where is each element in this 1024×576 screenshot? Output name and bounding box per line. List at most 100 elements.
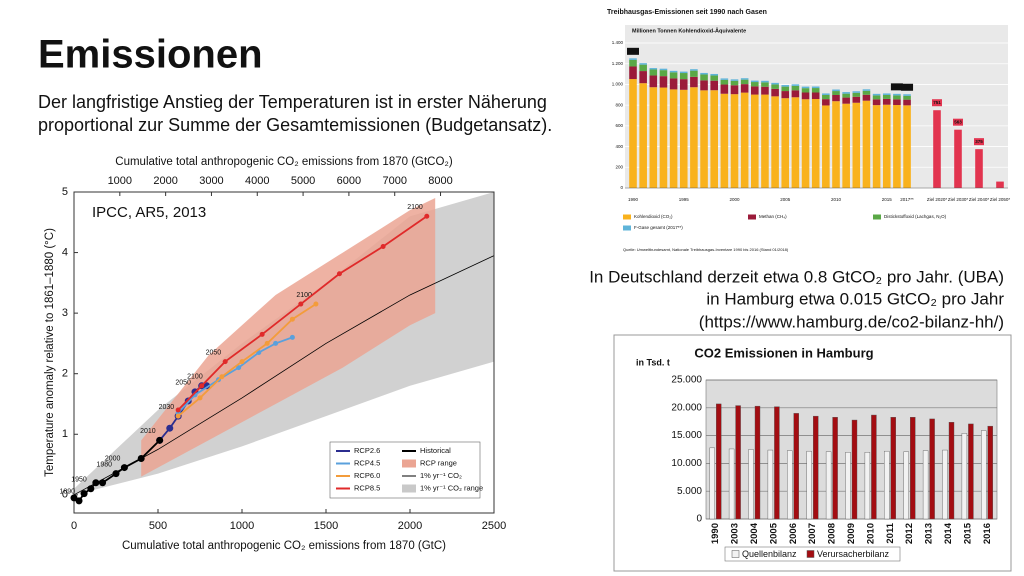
source: Quelle: Umweltbundesamt, Nationale Treib… (623, 247, 789, 252)
bar (968, 423, 974, 520)
bar (813, 415, 819, 520)
legend-label: Quellenbilanz (742, 549, 797, 559)
bar-segment (700, 80, 708, 91)
bar-segment (761, 86, 769, 95)
bar (987, 425, 993, 520)
bar-segment (679, 73, 688, 80)
bar (735, 405, 741, 520)
plot-area (705, 379, 998, 520)
legend-label: RCP2.6 (354, 446, 380, 455)
legend-label: 1% yr⁻¹ CO₂ range (420, 483, 483, 492)
bar-segment (852, 91, 861, 93)
x-tick-label: 2008 (827, 523, 838, 544)
bar-segment (903, 94, 911, 96)
data-point (289, 334, 295, 340)
x-tick-label: 500 (149, 520, 167, 532)
x-tick-label: 1990 (710, 523, 721, 544)
legend-label: F-Gase gesamt (2017**) (634, 225, 683, 230)
bar-segment (659, 87, 668, 188)
bar-segment (882, 104, 891, 188)
bar-segment (720, 84, 729, 94)
bar-segment (679, 71, 688, 74)
bar (728, 448, 735, 520)
bar-segment (700, 74, 708, 81)
bar (871, 414, 877, 520)
slide-title: Emissionen (38, 33, 263, 77)
x-tick-label: 2012 (904, 523, 915, 544)
x-tick-label: 1000 (230, 520, 254, 532)
bar-segment (781, 98, 790, 188)
bar (922, 450, 929, 520)
slide-text: Der langfristige Anstieg der Temperature… (38, 92, 547, 112)
bar-segment (771, 82, 779, 85)
bar-segment (639, 64, 647, 72)
point-label: 1890 (59, 489, 75, 496)
data-point (222, 359, 228, 365)
y-tick-label: 3 (62, 307, 68, 319)
bar-segment (852, 102, 861, 188)
x-tick-label: 2013 (924, 523, 935, 544)
x2-tick-label: 1000 (108, 175, 132, 187)
x-tick-label: Ziel 2030* (948, 197, 969, 202)
bar-segment (629, 58, 637, 60)
legend-swatch (402, 484, 416, 493)
bar (767, 449, 774, 520)
legend-swatch (873, 214, 881, 220)
bar-segment (720, 78, 729, 80)
bar-segment (639, 71, 647, 84)
y-tick-label: 1.200 (612, 61, 624, 66)
x2-tick-label: 8000 (428, 175, 452, 187)
x-tick-label: 2000 (729, 197, 740, 202)
bar (884, 450, 890, 520)
data-point (298, 301, 304, 307)
bar-segment (862, 90, 871, 95)
point-label: 2000 (105, 455, 121, 462)
bar (709, 447, 715, 520)
bar (832, 417, 838, 520)
data-point (236, 365, 242, 371)
bar-segment (872, 105, 881, 188)
bar-segment (730, 79, 739, 81)
data-point (336, 271, 342, 277)
slide-text: proportional zur Summe der Gesamtemissio… (38, 115, 552, 135)
bar-segment (639, 83, 647, 188)
data-point (75, 497, 83, 505)
bar-segment (882, 94, 891, 99)
x-axis-label: Cumulative total anthropogenic CO₂ emiss… (122, 540, 446, 552)
bar-segment (740, 92, 749, 188)
target-bar (954, 129, 962, 188)
data-point (380, 244, 386, 250)
bar-segment (791, 85, 800, 91)
bar-segment (872, 93, 881, 96)
bar (929, 418, 935, 520)
bar-segment (862, 94, 871, 101)
bar (716, 403, 722, 520)
bar (793, 413, 799, 520)
bar-segment (893, 95, 901, 100)
bar-segment (730, 85, 739, 95)
bar-segment (842, 103, 850, 188)
x-tick-label: 2006 (788, 523, 799, 544)
y-tick-label: 1.000 (612, 82, 624, 87)
point-label: 2100 (407, 204, 423, 211)
label-box (932, 99, 942, 107)
bar (845, 452, 851, 520)
bar-segment (822, 93, 830, 95)
bar-segment (730, 80, 739, 86)
bar-segment (740, 78, 749, 80)
bar-segment (679, 79, 688, 90)
target-bar (996, 181, 1004, 188)
point-label: 1950 (71, 477, 87, 484)
plot-frame (73, 191, 495, 514)
x2-axis-label: Cumulative total anthropogenic CO₂ emiss… (115, 156, 453, 168)
note: In Deutschland derzeit etwa 0.8 GtCO₂ pr… (589, 267, 1004, 286)
bar-segment (740, 84, 749, 93)
bar-segment (730, 94, 739, 188)
bar (903, 451, 909, 520)
bar-segment (903, 105, 911, 188)
data-point (120, 464, 128, 472)
y-tick-label: 600 (615, 123, 623, 128)
bar (961, 433, 968, 520)
bar-segment (771, 88, 779, 97)
legend-swatch (748, 214, 756, 220)
